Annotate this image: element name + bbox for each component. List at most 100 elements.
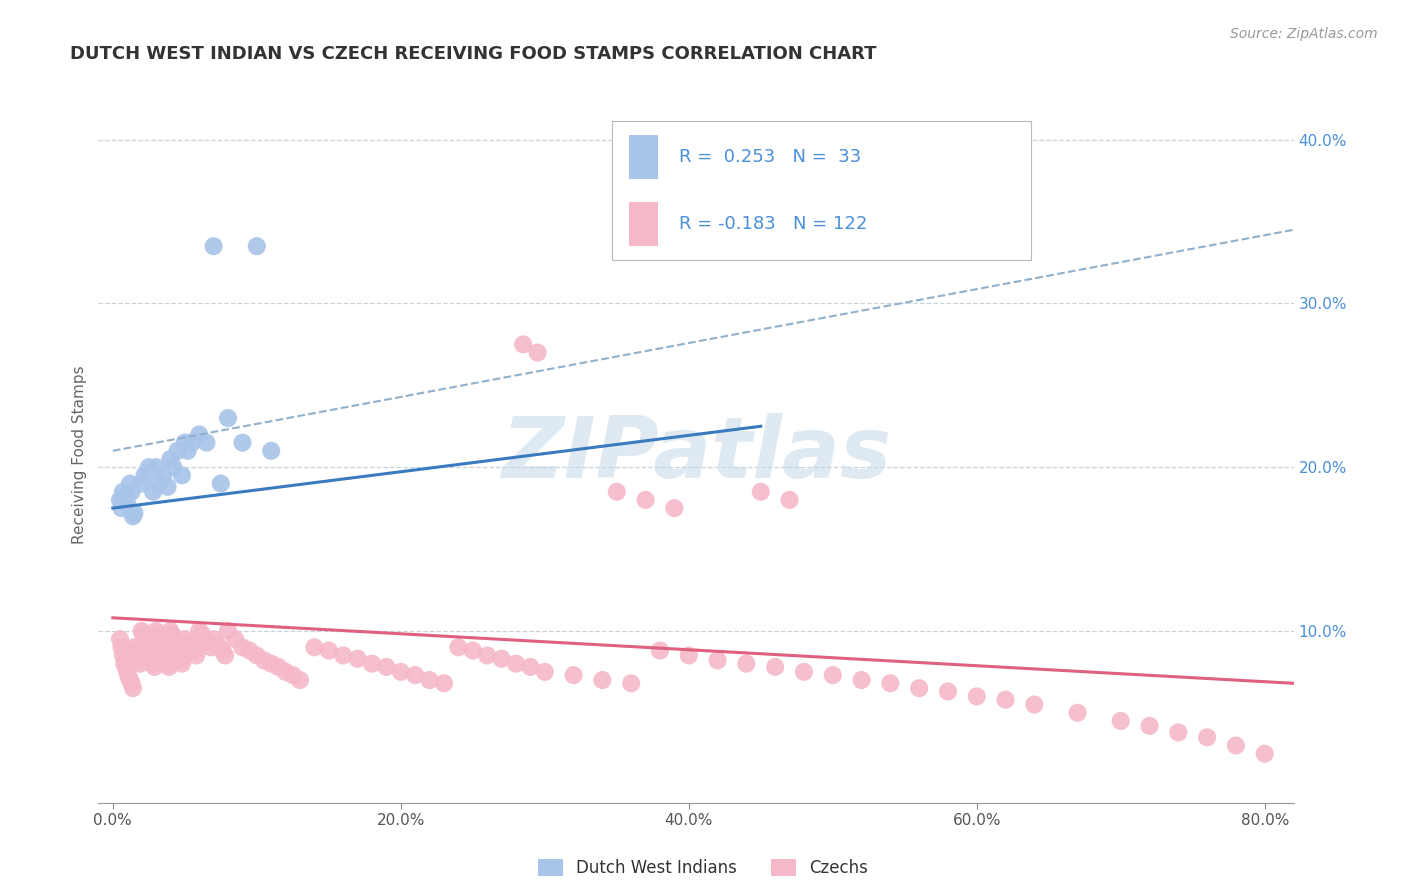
Point (176, 443, 198, 458)
Point (821, 668, 844, 682)
Point (124, 506, 146, 520)
Point (447, 640, 470, 655)
Point (246, 239, 269, 253)
Point (274, 665, 297, 679)
Point (224, 632, 246, 646)
Point (156, 480, 179, 494)
Point (606, 484, 628, 499)
Point (157, 660, 180, 674)
Point (267, 660, 290, 674)
Point (108, 492, 131, 507)
Point (153, 648, 176, 663)
Point (111, 484, 134, 499)
Point (239, 643, 262, 657)
Point (404, 668, 426, 682)
Y-axis label: Receiving Food Stamps: Receiving Food Stamps (72, 366, 87, 544)
Point (159, 624, 181, 638)
Point (994, 692, 1017, 706)
Point (150, 640, 173, 655)
Point (202, 239, 225, 253)
Point (183, 643, 205, 657)
Point (155, 653, 177, 667)
Point (166, 643, 188, 657)
Point (188, 624, 211, 638)
Point (879, 676, 901, 690)
Point (115, 496, 138, 510)
Point (173, 632, 195, 646)
Point (112, 657, 135, 671)
Point (111, 648, 134, 663)
Point (217, 624, 239, 638)
Point (180, 640, 202, 655)
Point (156, 657, 179, 671)
Point (166, 443, 188, 458)
Point (120, 673, 142, 687)
Point (145, 624, 167, 638)
Point (191, 627, 214, 641)
Point (260, 443, 283, 458)
Point (205, 637, 228, 651)
Point (908, 681, 931, 696)
Point (346, 651, 368, 665)
Point (1254, 747, 1277, 761)
Point (120, 476, 142, 491)
Point (148, 632, 170, 646)
Point (491, 651, 513, 665)
Point (132, 627, 155, 641)
Point (735, 657, 758, 671)
Point (526, 345, 548, 359)
Point (146, 627, 169, 641)
Point (519, 660, 541, 674)
Point (562, 668, 585, 682)
Point (231, 640, 253, 655)
Point (195, 435, 218, 450)
Point (170, 657, 193, 671)
Point (122, 681, 145, 696)
Text: DUTCH WEST INDIAN VS CZECH RECEIVING FOOD STAMPS CORRELATION CHART: DUTCH WEST INDIAN VS CZECH RECEIVING FOO… (70, 45, 877, 62)
Point (202, 632, 225, 646)
Point (162, 632, 184, 646)
Legend: Dutch West Indians, Czechs: Dutch West Indians, Czechs (531, 852, 875, 884)
Point (620, 676, 643, 690)
Point (253, 653, 276, 667)
Point (304, 640, 326, 655)
Point (139, 648, 162, 663)
Point (763, 660, 786, 674)
Point (318, 643, 340, 657)
Point (288, 673, 311, 687)
Point (129, 657, 152, 671)
Point (134, 468, 156, 483)
Point (966, 690, 988, 704)
Point (121, 484, 143, 499)
Point (851, 673, 873, 687)
Point (706, 653, 728, 667)
Point (231, 435, 253, 450)
Point (141, 653, 163, 667)
Point (162, 460, 184, 475)
Point (281, 668, 304, 682)
Point (118, 670, 141, 684)
Point (112, 492, 135, 507)
Point (208, 640, 231, 655)
Point (135, 637, 157, 651)
Point (217, 411, 239, 425)
Point (125, 643, 148, 657)
Point (1197, 731, 1219, 745)
Point (678, 648, 700, 663)
Point (149, 635, 172, 649)
Point (134, 632, 156, 646)
Point (419, 673, 441, 687)
Point (512, 337, 534, 351)
Point (246, 648, 269, 663)
Point (591, 673, 613, 687)
Point (124, 640, 146, 655)
Point (131, 476, 153, 491)
Point (779, 492, 801, 507)
Point (634, 492, 657, 507)
Point (209, 476, 232, 491)
Point (114, 490, 136, 504)
Point (143, 660, 166, 674)
Point (200, 640, 222, 655)
Point (159, 452, 181, 467)
Point (115, 665, 138, 679)
